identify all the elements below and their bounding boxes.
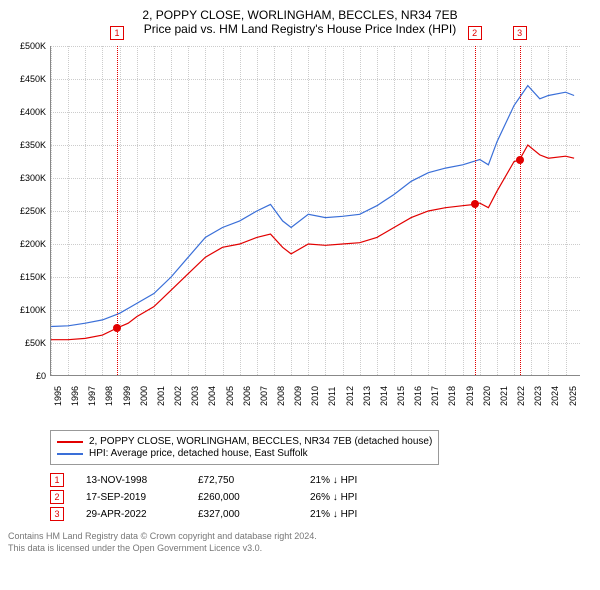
series-price_paid xyxy=(51,145,574,340)
legend-swatch-hpi xyxy=(57,453,83,455)
footer-line2: This data is licensed under the Open Gov… xyxy=(8,543,592,555)
event-marker xyxy=(516,156,524,164)
event-date: 29-APR-2022 xyxy=(86,509,176,520)
y-tick-label: £100K xyxy=(8,305,46,315)
event-badge: 3 xyxy=(50,507,64,521)
event-price: £327,000 xyxy=(198,509,288,520)
legend-row: 2, POPPY CLOSE, WORLINGHAM, BECCLES, NR3… xyxy=(57,436,432,447)
y-tick-label: £0 xyxy=(8,371,46,381)
x-tick-label: 1999 xyxy=(122,386,132,406)
x-tick-label: 2006 xyxy=(242,386,252,406)
y-tick-label: £200K xyxy=(8,239,46,249)
chart-area: 123 £0 £50K £100K £150K £200K £250K £300K £350K £… xyxy=(8,42,592,422)
y-tick-label: £250K xyxy=(8,206,46,216)
event-badge: 2 xyxy=(50,490,64,504)
footer-line1: Contains HM Land Registry data © Crown c… xyxy=(8,531,592,543)
x-tick-label: 2014 xyxy=(379,386,389,406)
x-tick-label: 2011 xyxy=(327,387,337,406)
y-tick-label: £500K xyxy=(8,41,46,51)
x-tick-label: 2005 xyxy=(225,386,235,406)
x-tick-label: 2002 xyxy=(173,386,183,406)
x-tick-label: 2000 xyxy=(139,386,149,406)
x-tick-label: 2001 xyxy=(156,386,166,406)
x-tick-label: 2017 xyxy=(430,386,440,406)
y-tick-label: £400K xyxy=(8,107,46,117)
events-row: 1 13-NOV-1998 £72,750 21% ↓ HPI xyxy=(50,473,592,487)
x-tick-label: 1998 xyxy=(104,386,114,406)
event-line xyxy=(475,46,476,375)
event-price: £72,750 xyxy=(198,475,288,486)
x-tick-label: 2025 xyxy=(568,386,578,406)
event-marker xyxy=(471,200,479,208)
chart-title-line1: 2, POPPY CLOSE, WORLINGHAM, BECCLES, NR3… xyxy=(8,8,592,22)
x-tick-label: 2008 xyxy=(276,386,286,406)
event-badge: 3 xyxy=(513,26,527,40)
y-tick-label: £150K xyxy=(8,272,46,282)
x-tick-label: 2007 xyxy=(259,386,269,406)
y-tick-label: £300K xyxy=(8,173,46,183)
event-delta: 26% ↓ HPI xyxy=(310,492,400,503)
event-delta: 21% ↓ HPI xyxy=(310,509,400,520)
x-tick-label: 2018 xyxy=(447,386,457,406)
events-row: 2 17-SEP-2019 £260,000 26% ↓ HPI xyxy=(50,490,592,504)
legend: 2, POPPY CLOSE, WORLINGHAM, BECCLES, NR3… xyxy=(50,430,439,465)
x-tick-label: 2010 xyxy=(310,386,320,406)
x-tick-label: 2021 xyxy=(499,386,509,406)
legend-label-hpi: HPI: Average price, detached house, East… xyxy=(89,448,308,459)
footer: Contains HM Land Registry data © Crown c… xyxy=(8,531,592,554)
y-tick-label: £350K xyxy=(8,140,46,150)
x-tick-label: 2020 xyxy=(482,386,492,406)
event-date: 17-SEP-2019 xyxy=(86,492,176,503)
x-tick-label: 1996 xyxy=(70,386,80,406)
events-row: 3 29-APR-2022 £327,000 21% ↓ HPI xyxy=(50,507,592,521)
x-tick-label: 2016 xyxy=(413,386,423,406)
legend-label-price: 2, POPPY CLOSE, WORLINGHAM, BECCLES, NR3… xyxy=(89,436,432,447)
x-tick-label: 2012 xyxy=(345,386,355,406)
event-badge: 1 xyxy=(110,26,124,40)
x-tick-label: 2019 xyxy=(465,386,475,406)
legend-row: HPI: Average price, detached house, East… xyxy=(57,448,432,459)
event-line xyxy=(520,46,521,375)
chart-title-block: 2, POPPY CLOSE, WORLINGHAM, BECCLES, NR3… xyxy=(8,8,592,36)
event-badge: 1 xyxy=(50,473,64,487)
x-tick-label: 2004 xyxy=(207,386,217,406)
chart-title-line2: Price paid vs. HM Land Registry's House … xyxy=(8,22,592,36)
x-tick-label: 2023 xyxy=(533,386,543,406)
x-tick-label: 2009 xyxy=(293,386,303,406)
x-tick-label: 2003 xyxy=(190,386,200,406)
event-marker xyxy=(113,324,121,332)
legend-swatch-price xyxy=(57,441,83,443)
events-table: 1 13-NOV-1998 £72,750 21% ↓ HPI 2 17-SEP-2019… xyxy=(50,473,592,521)
plot-region: 123 xyxy=(50,46,580,376)
x-tick-label: 2024 xyxy=(550,386,560,406)
y-tick-label: £450K xyxy=(8,74,46,84)
series-svg xyxy=(51,46,581,376)
y-tick-label: £50K xyxy=(8,338,46,348)
x-tick-label: 1997 xyxy=(87,386,97,406)
event-price: £260,000 xyxy=(198,492,288,503)
series-hpi xyxy=(51,86,574,327)
x-tick-label: 1995 xyxy=(53,386,63,406)
x-tick-label: 2015 xyxy=(396,386,406,406)
event-badge: 2 xyxy=(468,26,482,40)
event-delta: 21% ↓ HPI xyxy=(310,475,400,486)
event-date: 13-NOV-1998 xyxy=(86,475,176,486)
x-tick-label: 2022 xyxy=(516,386,526,406)
x-tick-label: 2013 xyxy=(362,386,372,406)
